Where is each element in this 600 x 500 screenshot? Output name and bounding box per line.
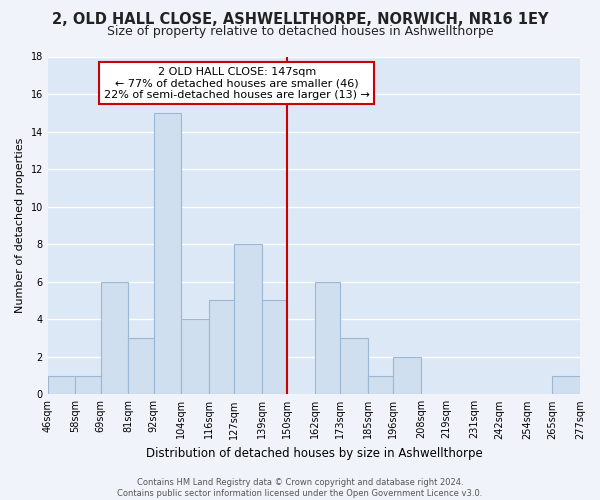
- Text: Size of property relative to detached houses in Ashwellthorpe: Size of property relative to detached ho…: [107, 25, 493, 38]
- Bar: [76, 376, 101, 394]
- Bar: [340, 338, 368, 394]
- Bar: [48, 376, 76, 394]
- Bar: [553, 376, 580, 394]
- Bar: [181, 319, 209, 394]
- Text: 2 OLD HALL CLOSE: 147sqm
← 77% of detached houses are smaller (46)
22% of semi-d: 2 OLD HALL CLOSE: 147sqm ← 77% of detach…: [104, 66, 370, 100]
- Bar: [315, 282, 340, 395]
- Text: 2, OLD HALL CLOSE, ASHWELLTHORPE, NORWICH, NR16 1EY: 2, OLD HALL CLOSE, ASHWELLTHORPE, NORWIC…: [52, 12, 548, 28]
- Bar: [262, 300, 287, 394]
- Bar: [209, 300, 235, 394]
- Bar: [394, 357, 421, 395]
- Text: Contains HM Land Registry data © Crown copyright and database right 2024.
Contai: Contains HM Land Registry data © Crown c…: [118, 478, 482, 498]
- Bar: [368, 376, 394, 394]
- X-axis label: Distribution of detached houses by size in Ashwellthorpe: Distribution of detached houses by size …: [146, 447, 482, 460]
- Bar: [101, 282, 128, 395]
- Y-axis label: Number of detached properties: Number of detached properties: [15, 138, 25, 313]
- Bar: [235, 244, 262, 394]
- Bar: [154, 113, 181, 394]
- Bar: [128, 338, 154, 394]
